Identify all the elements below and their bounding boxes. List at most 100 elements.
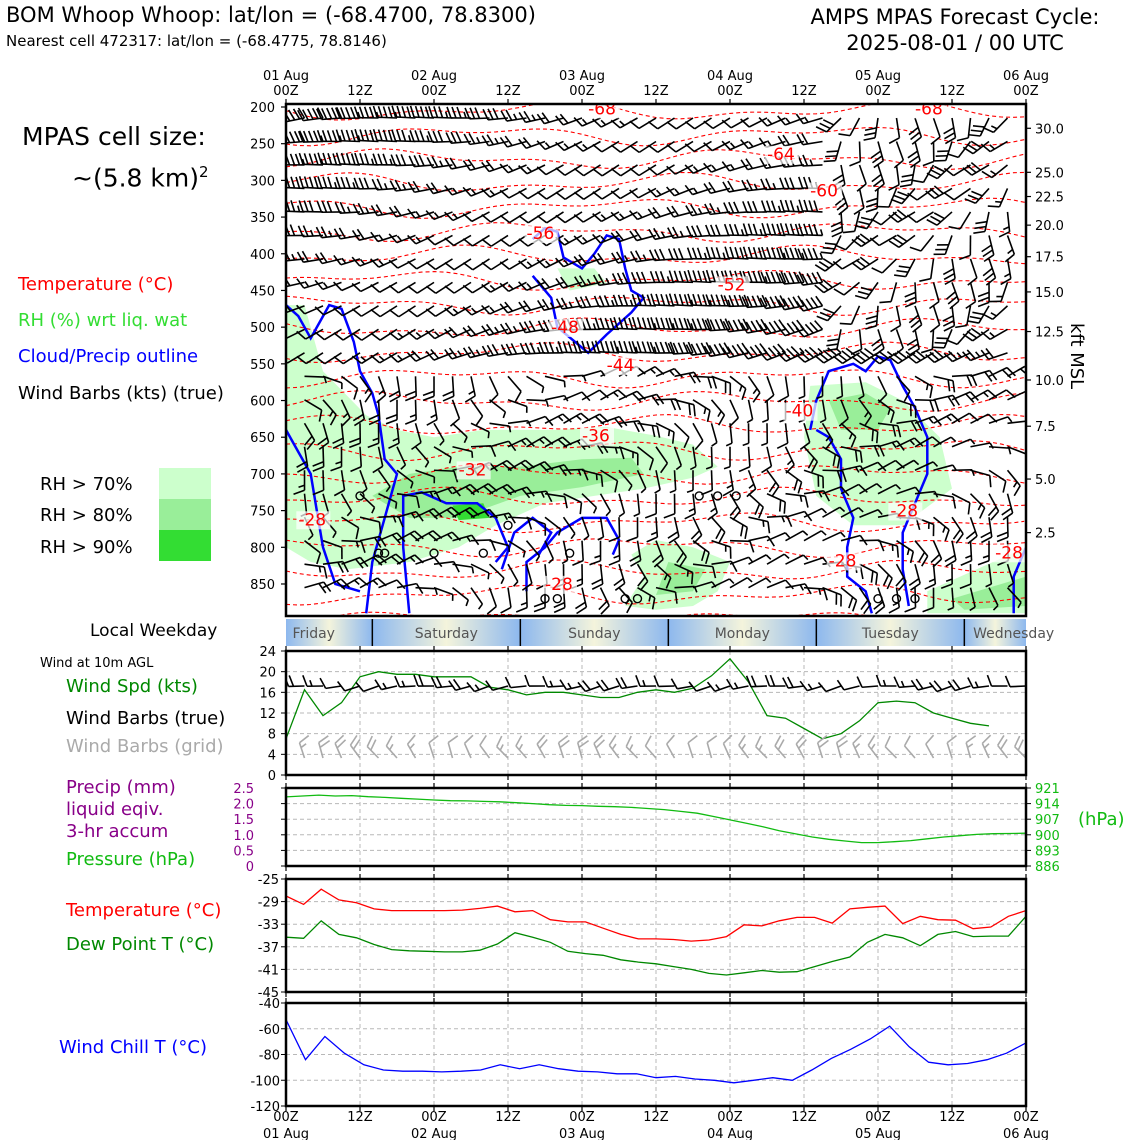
wind-barb xyxy=(608,517,621,543)
wind-barb xyxy=(317,176,342,190)
wind-barb xyxy=(561,540,569,565)
wind-barb xyxy=(669,470,677,494)
wind-barb-flag xyxy=(704,552,710,565)
wind-barb-flag xyxy=(878,445,885,457)
wind-barb-flag xyxy=(826,343,839,347)
wind-barb-flag xyxy=(744,527,749,540)
wind-barb xyxy=(359,516,382,534)
wind-barb-shaft xyxy=(1006,517,1009,538)
wind-barb xyxy=(428,734,439,759)
wind-barb-shaft xyxy=(452,534,472,542)
wind-barb-flag xyxy=(462,347,471,359)
wind-barb-flag xyxy=(418,154,425,167)
wind-barb-flag xyxy=(659,341,666,354)
wind-barb-shaft xyxy=(858,141,862,162)
wind-barb-shaft xyxy=(545,164,564,176)
wind-barb-flag xyxy=(407,234,417,245)
wind-barb-flag xyxy=(772,345,782,356)
wind-barb xyxy=(481,281,509,293)
wind-barb-flag xyxy=(852,734,862,745)
wind-barb-half-flag xyxy=(575,578,583,583)
wind-barb-flag xyxy=(647,208,657,219)
calm-circle xyxy=(379,548,390,558)
wind-barb xyxy=(982,258,997,286)
wind-barb-flag xyxy=(636,317,642,329)
wind-barb-shaft xyxy=(933,394,954,401)
wind-barb xyxy=(462,234,490,247)
wind-barb-shaft xyxy=(877,422,898,427)
wind-10m-label: Wind at 10m AGL xyxy=(40,656,154,671)
wind-barb-flag xyxy=(947,379,951,392)
wind-barb-shaft xyxy=(973,685,990,689)
wind-barb-half-flag xyxy=(409,414,417,418)
wind-barb-flag xyxy=(694,440,704,451)
wind-barb-flag xyxy=(967,677,974,689)
wind-barb xyxy=(555,257,583,268)
wind-barb xyxy=(618,469,633,492)
wind-barb-flag xyxy=(703,162,712,173)
wind-barb xyxy=(748,554,772,565)
wind-barb xyxy=(559,679,583,691)
wind-barb-flag xyxy=(666,734,675,745)
wind-barb-flag xyxy=(860,286,873,292)
wind-barb xyxy=(764,376,775,404)
wind-barb-shaft xyxy=(755,746,768,759)
wind-barb-flag xyxy=(280,225,284,236)
wind-barb-flag xyxy=(893,194,906,201)
wind-barb-half-flag xyxy=(947,606,954,611)
wind-barb-half-flag xyxy=(629,299,634,307)
wind-barb-shaft xyxy=(470,399,484,417)
wind-barb xyxy=(710,423,718,447)
wind-barb-flag xyxy=(312,489,324,496)
wind-barb xyxy=(684,140,712,153)
wind-barb-flag xyxy=(631,293,637,306)
weekday-segment xyxy=(286,619,373,646)
wind-barb xyxy=(538,341,564,354)
wind-barb-shaft xyxy=(381,685,398,691)
wind-barb-half-flag xyxy=(581,118,588,125)
wind-barb-flag xyxy=(585,318,592,330)
wind-barb xyxy=(914,540,929,567)
wind-barb xyxy=(304,581,332,594)
wind-barb-flag xyxy=(674,591,678,604)
wind-barb-shaft xyxy=(803,586,825,590)
pressure-tick-label: 850 xyxy=(250,578,275,593)
wind-barb-half-flag xyxy=(1004,272,1011,278)
wind-barb-flag xyxy=(814,354,825,364)
wind-barb-shaft xyxy=(472,258,490,271)
wind-barb-flag xyxy=(752,223,758,236)
wind-barb-shaft xyxy=(286,352,305,364)
calm-circle xyxy=(910,593,920,604)
wind-barb xyxy=(1000,258,1012,286)
wind-barb xyxy=(610,187,638,200)
wind-barb-flag xyxy=(529,342,536,354)
wind-barb-half-flag xyxy=(821,507,827,514)
wind-barb-shaft xyxy=(361,328,379,341)
wind-barb-shaft xyxy=(414,211,435,219)
wind-barb-flag xyxy=(946,153,959,159)
wind-barb xyxy=(333,470,346,497)
wind-barb-flag xyxy=(573,191,585,200)
wind-barb-flag xyxy=(987,506,997,517)
legend-dewpoint: Dew Point T (°C) xyxy=(66,934,215,955)
wind-barb xyxy=(988,469,1007,493)
wind-barb-flag xyxy=(959,254,971,261)
wind-barb-shaft xyxy=(673,470,677,491)
wind-barb-shaft xyxy=(673,517,680,537)
wind-barb-half-flag xyxy=(956,352,963,358)
wind-barb-flag xyxy=(573,117,583,127)
wind-barb-shaft xyxy=(396,492,417,498)
wind-barb xyxy=(823,141,842,163)
wind-barb-flag xyxy=(800,299,809,311)
wind-barb-shaft xyxy=(526,516,546,525)
wind-barb xyxy=(322,399,337,426)
wind-barb-flag xyxy=(541,112,550,123)
wind-barb-flag xyxy=(370,739,377,751)
wind-barb-flag xyxy=(683,270,689,283)
top-date-label: 01 Aug xyxy=(263,69,309,84)
wind-barb-flag xyxy=(764,394,775,404)
wind-barb-shaft xyxy=(1006,235,1016,255)
wind-barb xyxy=(914,375,934,399)
wind-barb xyxy=(314,328,342,341)
wind-barb xyxy=(943,117,957,145)
